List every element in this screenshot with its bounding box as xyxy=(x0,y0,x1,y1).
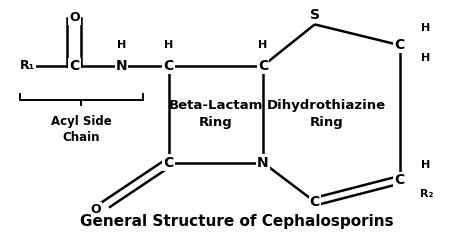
Text: H: H xyxy=(258,40,267,50)
Text: H: H xyxy=(421,23,430,33)
Text: C: C xyxy=(394,38,405,52)
Text: Dihydrothiazine
Ring: Dihydrothiazine Ring xyxy=(267,99,386,129)
Text: C: C xyxy=(69,59,80,73)
Text: General Structure of Cephalosporins: General Structure of Cephalosporins xyxy=(80,214,394,229)
Text: Acyl Side
Chain: Acyl Side Chain xyxy=(51,115,112,144)
Text: C: C xyxy=(258,59,268,73)
Text: H: H xyxy=(421,53,430,63)
Text: C: C xyxy=(164,59,174,73)
Text: O: O xyxy=(69,11,80,24)
Text: H: H xyxy=(117,40,126,50)
Text: S: S xyxy=(310,8,320,22)
Text: R₁: R₁ xyxy=(20,59,35,72)
Text: R₂: R₂ xyxy=(420,189,434,199)
Text: N: N xyxy=(257,156,269,170)
Text: H: H xyxy=(164,40,173,50)
Text: C: C xyxy=(394,173,405,187)
Text: N: N xyxy=(116,59,128,73)
Text: H: H xyxy=(421,160,430,170)
Text: C: C xyxy=(164,156,174,170)
Text: C: C xyxy=(310,195,320,209)
Text: O: O xyxy=(91,203,101,216)
Text: Beta-Lactam
Ring: Beta-Lactam Ring xyxy=(169,99,263,129)
